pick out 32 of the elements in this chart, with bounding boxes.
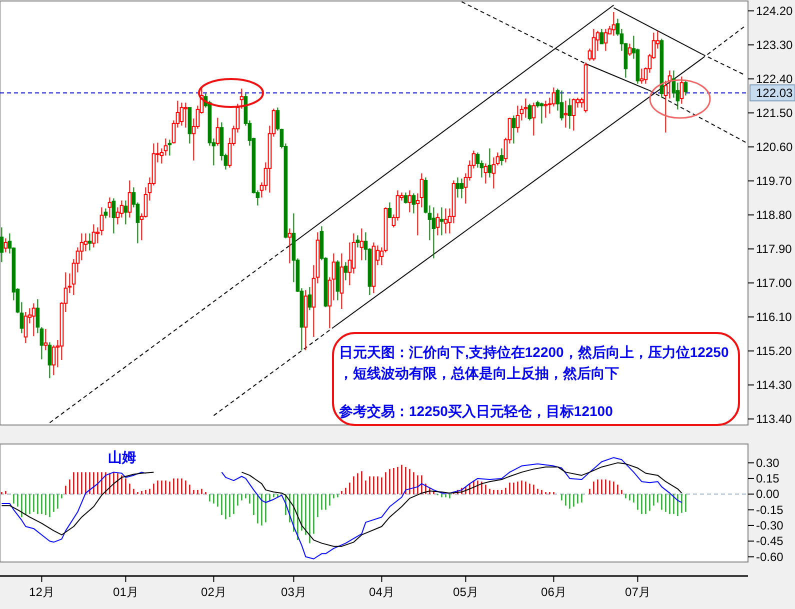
y-tick-label: -0.45 <box>756 534 784 548</box>
x-tick-label: 12月 <box>29 585 54 599</box>
y-tick-label: 118.80 <box>756 208 792 222</box>
y-tick-label: 116.10 <box>756 310 792 324</box>
y-tick-label: 123.30 <box>756 38 794 52</box>
ref-line-label: 122.03 <box>756 86 794 100</box>
y-tick-label: 124.20 <box>756 4 794 18</box>
y-tick-label: 114.30 <box>756 378 792 392</box>
annotation: 参考交易：12250买入日元轻仓，目标12100 <box>338 403 614 419</box>
annotation: 日元天图：汇价向下,支持位在12200，然后向上，压力位12250，短线波动有限，总体是向上反抽，然后向下 <box>339 344 729 381</box>
y-tick-label: 117.90 <box>756 242 792 256</box>
y-tick-label: 0.30 <box>756 456 780 470</box>
annotation: 山姆 <box>108 449 136 465</box>
x-tick-label: 02月 <box>201 585 226 599</box>
y-tick-label: -0.15 <box>756 502 784 517</box>
x-tick-label: 07月 <box>625 585 650 599</box>
x-tick-label: 01月 <box>113 585 138 599</box>
x-tick-label: 05月 <box>453 585 478 599</box>
y-tick-label: 119.70 <box>756 174 792 188</box>
y-tick-label: 113.40 <box>756 412 792 426</box>
y-tick-label: 0.00 <box>756 487 780 502</box>
y-tick-label: 121.50 <box>756 106 794 120</box>
y-tick-label: -0.30 <box>756 518 784 532</box>
y-tick-label: 115.20 <box>756 344 792 358</box>
y-tick-label: 120.60 <box>756 140 794 154</box>
y-tick-label: 117.00 <box>756 276 792 290</box>
y-tick-label: 122.40 <box>756 72 794 86</box>
x-tick-label: 04月 <box>369 585 394 599</box>
x-tick-label: 03月 <box>281 585 306 599</box>
y-tick-label: 0.15 <box>756 471 780 486</box>
x-tick-label: 06月 <box>541 585 566 599</box>
y-tick-label: -0.60 <box>756 550 784 564</box>
